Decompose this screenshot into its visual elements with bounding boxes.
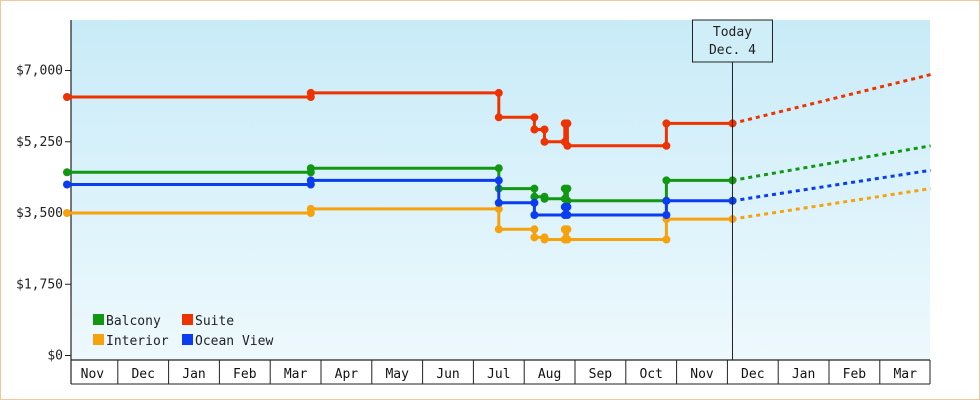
series-projection <box>732 73 931 125</box>
month-label: Nov <box>81 367 105 382</box>
series-projection <box>732 187 931 221</box>
series-lines <box>63 73 931 244</box>
x-axis: Nov Dec Jan Feb Mar Apr May Jun Jul Aug Sep Oct Nov D… <box>71 359 931 385</box>
data-point <box>662 211 671 219</box>
data-point <box>662 235 671 244</box>
data-point <box>494 225 503 234</box>
data-point <box>530 113 539 122</box>
data-point <box>540 125 549 134</box>
legend-swatch <box>93 334 104 345</box>
data-point <box>530 225 539 234</box>
data-point <box>530 184 539 193</box>
data-point <box>563 119 572 128</box>
month-label: Nov <box>690 367 714 382</box>
data-point <box>563 184 572 193</box>
data-point <box>563 141 572 150</box>
y-tick-label: $0 <box>47 349 63 364</box>
legend: Balcony Suite Interior Ocean View <box>93 314 273 349</box>
data-point <box>63 168 71 177</box>
month-label: Apr <box>335 367 359 382</box>
legend-label: Interior <box>106 334 169 349</box>
month-label: Jun <box>436 367 459 382</box>
data-point <box>494 204 503 213</box>
month-label: Mar <box>893 367 917 382</box>
month-label: May <box>385 367 409 382</box>
data-point <box>306 204 315 213</box>
month-label: Aug <box>538 367 561 382</box>
month-label: Dec <box>741 367 764 382</box>
y-tick-label: $3,500 <box>16 206 63 221</box>
month-label: Feb <box>233 367 257 382</box>
y-tick-label: $7,000 <box>16 64 63 79</box>
data-point <box>540 235 549 244</box>
data-point <box>530 233 539 242</box>
series-projection <box>732 144 931 182</box>
month-label: Jan <box>792 367 815 382</box>
legend-swatch <box>182 334 193 345</box>
series-line <box>67 91 733 148</box>
data-point <box>563 225 572 234</box>
month-label: Jan <box>182 367 205 382</box>
data-point <box>662 141 671 150</box>
month-label: Dec <box>131 367 154 382</box>
month-label: Feb <box>843 367 867 382</box>
series-line <box>67 178 733 217</box>
data-point <box>662 119 671 128</box>
y-tick-label: $1,750 <box>16 277 63 292</box>
data-point <box>494 113 503 122</box>
data-point <box>494 198 503 207</box>
legend-label: Balcony <box>106 314 161 329</box>
data-point <box>63 209 71 217</box>
legend-swatch <box>182 314 193 325</box>
data-point <box>662 176 671 185</box>
data-point <box>63 180 71 189</box>
data-point <box>540 137 549 146</box>
data-point <box>306 176 315 185</box>
today-label: Today <box>713 25 752 40</box>
month-label: Sep <box>589 367 613 382</box>
data-point <box>662 196 671 205</box>
data-point <box>540 194 549 203</box>
data-point <box>530 125 539 134</box>
data-point <box>563 202 572 211</box>
data-point <box>63 93 71 101</box>
y-tick-label: $5,250 <box>16 135 63 150</box>
data-point <box>306 88 315 97</box>
month-label: Jul <box>487 367 510 382</box>
today-box <box>691 19 773 63</box>
legend-label: Ocean View <box>195 334 273 349</box>
data-point <box>563 211 572 219</box>
today-marker: Today Dec. 4 <box>691 19 773 360</box>
data-point <box>306 164 315 173</box>
legend-label: Suite <box>195 314 234 329</box>
month-label: Oct <box>639 367 662 382</box>
data-point <box>494 88 503 97</box>
month-label: Mar <box>284 367 308 382</box>
legend-swatch <box>93 314 104 325</box>
data-point <box>530 192 539 201</box>
data-point <box>494 176 503 185</box>
data-point <box>563 196 572 205</box>
data-point <box>563 235 572 244</box>
data-point <box>494 164 503 173</box>
data-point <box>530 211 539 219</box>
y-axis: $0 $1,750 $3,500 $5,250 $7,000 <box>16 20 72 384</box>
data-point <box>530 198 539 207</box>
series-projection <box>732 168 931 203</box>
today-date: Dec. 4 <box>709 43 756 58</box>
